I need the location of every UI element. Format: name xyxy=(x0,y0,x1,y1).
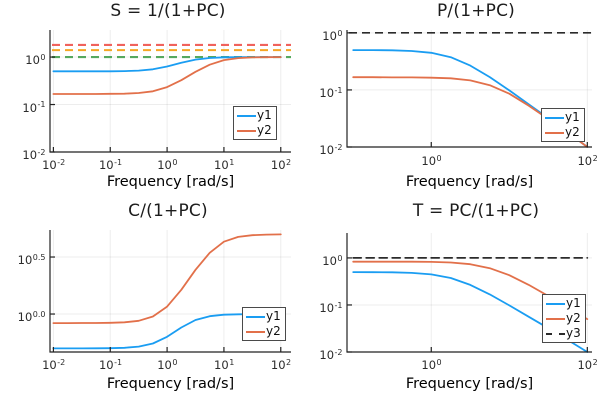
axis-spines xyxy=(346,233,592,353)
axis-spines xyxy=(49,30,291,153)
curve-y2 xyxy=(352,260,589,321)
curve-y2 xyxy=(52,233,282,325)
curve-y2 xyxy=(352,76,589,148)
axis-spines xyxy=(346,30,592,148)
axis-spines xyxy=(49,230,291,353)
curve-y1 xyxy=(352,271,589,353)
curve-y1 xyxy=(352,49,589,148)
curve-y2 xyxy=(52,56,282,95)
